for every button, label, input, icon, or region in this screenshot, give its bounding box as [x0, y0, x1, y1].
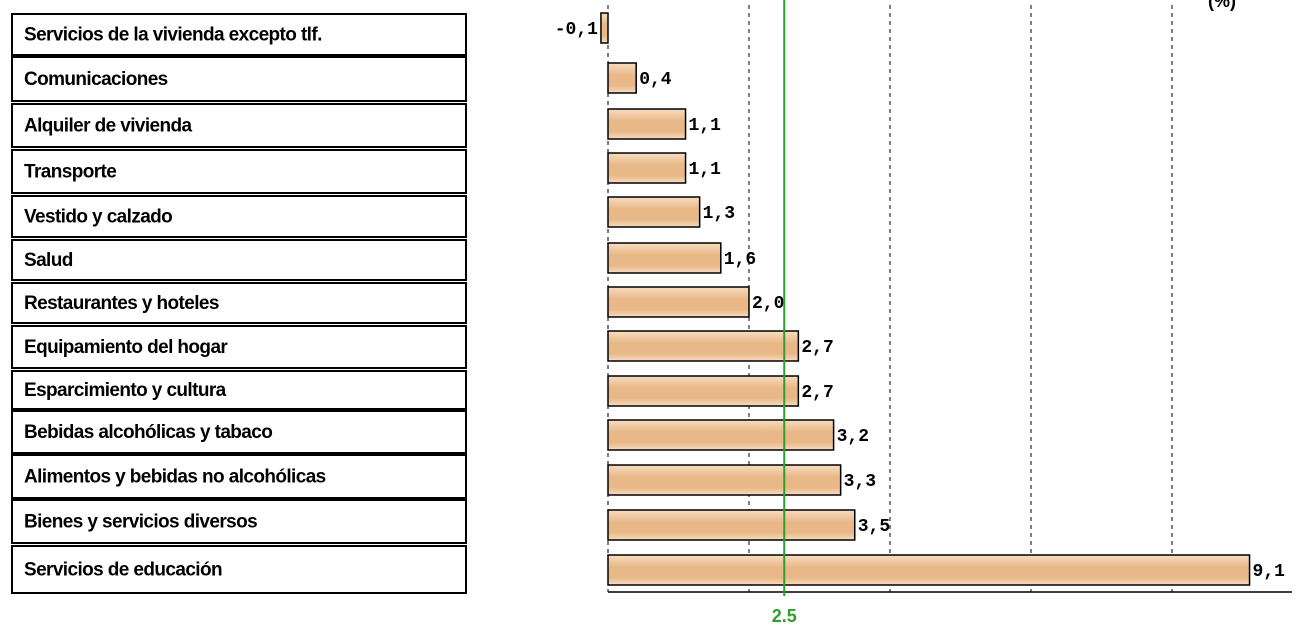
bar [607, 242, 722, 274]
bar [607, 375, 800, 407]
category-label-box [11, 454, 467, 499]
category-label-box [11, 282, 467, 324]
data-label: 3,2 [837, 427, 869, 447]
category-label: Esparcimiento y cultura [24, 380, 227, 401]
category-label: Bebidas alcohólicas y tabaco [24, 422, 272, 443]
category-label: Alquiler de vivienda [24, 116, 193, 137]
bar [607, 509, 856, 541]
reference-line-group: 2.5 [772, 0, 797, 625]
category-label-box [11, 370, 467, 410]
bar [607, 196, 701, 228]
data-label: -0,1 [555, 20, 598, 40]
data-label: 1,1 [689, 160, 722, 180]
category-label: Comunicaciones [24, 69, 168, 90]
category-label-box [11, 149, 467, 194]
data-label: 0,4 [639, 70, 672, 90]
bar [607, 419, 835, 451]
data-label: 1,6 [724, 250, 756, 270]
category-label-box [11, 499, 467, 544]
category-label-box [11, 239, 467, 281]
category-label-box [11, 13, 467, 56]
category-label: Restaurantes y hoteles [24, 293, 219, 314]
bars: -0,1 0,4 1,1 1,1 1,3 1,6 2,0 2,7 2,7 3,2 3,3 3,5 9,1 [555, 12, 1286, 586]
data-label: 3,3 [844, 472, 876, 492]
category-labels: Servicios de la vivienda excepto tlf. Com… [11, 13, 467, 594]
data-label: 2,7 [801, 338, 833, 358]
data-label: 1,1 [689, 116, 722, 136]
category-label: Salud [24, 250, 73, 271]
category-label-box [11, 56, 467, 102]
category-label: Servicios de educación [24, 560, 222, 581]
category-label-box [11, 410, 467, 454]
data-label: 9,1 [1253, 562, 1286, 582]
category-label-box [11, 103, 467, 148]
bar [607, 152, 687, 184]
bar [600, 12, 609, 44]
reference-line-label: 2.5 [772, 606, 797, 625]
bar [607, 62, 637, 94]
bar [607, 464, 842, 496]
category-label-box [11, 195, 467, 238]
category-label-box [11, 545, 467, 594]
data-label: 2,0 [752, 294, 784, 314]
bar [607, 330, 800, 362]
header-fragment: (%) [1208, 0, 1236, 11]
bar [607, 108, 687, 140]
category-label: Alimentos y bebidas no alcohólicas [24, 467, 326, 488]
data-label: 3,5 [858, 517, 890, 537]
category-label: Bienes y servicios diversos [24, 512, 257, 533]
bar [607, 554, 1251, 586]
category-label: Transporte [24, 162, 116, 183]
category-label-box [11, 325, 467, 369]
category-label: Equipamiento del hogar [24, 337, 228, 358]
category-label: Servicios de la vivienda excepto tlf. [24, 25, 322, 46]
category-label: Vestido y calzado [24, 207, 172, 228]
bar [607, 286, 750, 318]
data-label: 1,3 [703, 204, 735, 224]
data-label: 2,7 [801, 383, 833, 403]
